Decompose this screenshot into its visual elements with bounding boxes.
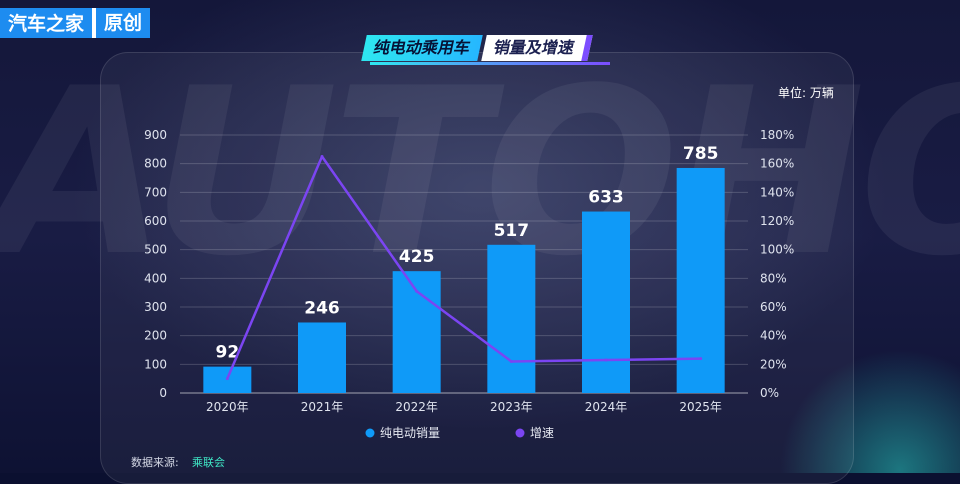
growth-point bbox=[604, 358, 608, 362]
title-underline bbox=[370, 62, 610, 65]
brand-name: 汽车之家 bbox=[0, 8, 93, 38]
bar bbox=[582, 211, 630, 393]
legend-line-swatch bbox=[515, 428, 525, 438]
source-value: 乘联会 bbox=[192, 456, 225, 469]
bar-data-label: 517 bbox=[494, 221, 530, 241]
x-tick-label: 2022年 bbox=[395, 400, 438, 414]
background bbox=[0, 0, 960, 473]
y-left-tick-label: 700 bbox=[144, 185, 167, 199]
y-left-tick-label: 200 bbox=[144, 329, 167, 343]
chart-panel bbox=[100, 52, 854, 484]
bar-data-label: 633 bbox=[588, 188, 624, 208]
bar-data-label: 785 bbox=[683, 144, 719, 164]
legend-bar-swatch bbox=[365, 428, 375, 438]
bar bbox=[487, 244, 536, 393]
x-tick-label: 2025年 bbox=[679, 400, 722, 414]
x-tick-label: 2020年 bbox=[206, 400, 249, 414]
y-left-tick-label: 600 bbox=[144, 214, 167, 228]
y-right-tick-label: 100% bbox=[760, 243, 794, 257]
y-right-tick-label: 40% bbox=[760, 329, 787, 343]
x-tick-label: 2023年 bbox=[490, 400, 533, 414]
brand-tag: 原创 bbox=[92, 8, 151, 38]
sales-chart: 0 100 200 300 400 500 600 700 800 900 0% 20% 40% 60% 8… bbox=[144, 128, 794, 440]
y-left-tick-label: 100 bbox=[144, 357, 167, 371]
bar-data-label: 92 bbox=[215, 343, 239, 363]
y-right-tick-label: 160% bbox=[760, 157, 794, 171]
growth-point bbox=[699, 357, 703, 361]
x-tick-label: 2024年 bbox=[585, 400, 628, 414]
y-right-tick-label: 80% bbox=[760, 271, 787, 285]
growth-point bbox=[415, 289, 419, 293]
y-left-tick-label: 400 bbox=[144, 271, 167, 285]
unit-label: 单位: 万辆 bbox=[778, 86, 834, 100]
y-left-tick-label: 900 bbox=[144, 128, 167, 142]
y-right-tick-label: 140% bbox=[760, 185, 794, 199]
growth-point bbox=[225, 377, 229, 381]
y-left-tick-label: 800 bbox=[144, 157, 167, 171]
bar bbox=[676, 167, 725, 393]
y-right-tick-label: 120% bbox=[760, 214, 794, 228]
y-right-tick-label: 180% bbox=[760, 128, 794, 142]
x-tick-label: 2021年 bbox=[301, 400, 344, 414]
y-right-tick-label: 20% bbox=[760, 357, 787, 371]
y-right-tick-label: 0% bbox=[760, 386, 779, 400]
bar-data-label: 246 bbox=[304, 298, 340, 318]
y-right-tick-label: 60% bbox=[760, 300, 787, 314]
bar bbox=[298, 322, 346, 393]
y-left-tick-label: 500 bbox=[144, 243, 167, 257]
growth-point bbox=[509, 359, 513, 363]
bar-data-label: 425 bbox=[399, 247, 435, 267]
y-left-tick-label: 0 bbox=[159, 386, 167, 400]
growth-line bbox=[226, 155, 701, 380]
growth-point bbox=[320, 155, 324, 158]
brand-logo: 汽车之家 原创 bbox=[0, 8, 151, 38]
legend-line-label: 增速 bbox=[530, 426, 554, 440]
source-label: 数据来源: bbox=[131, 456, 179, 469]
legend-bar-label: 纯电动销量 bbox=[380, 426, 440, 440]
y-left-tick-label: 300 bbox=[144, 300, 167, 314]
